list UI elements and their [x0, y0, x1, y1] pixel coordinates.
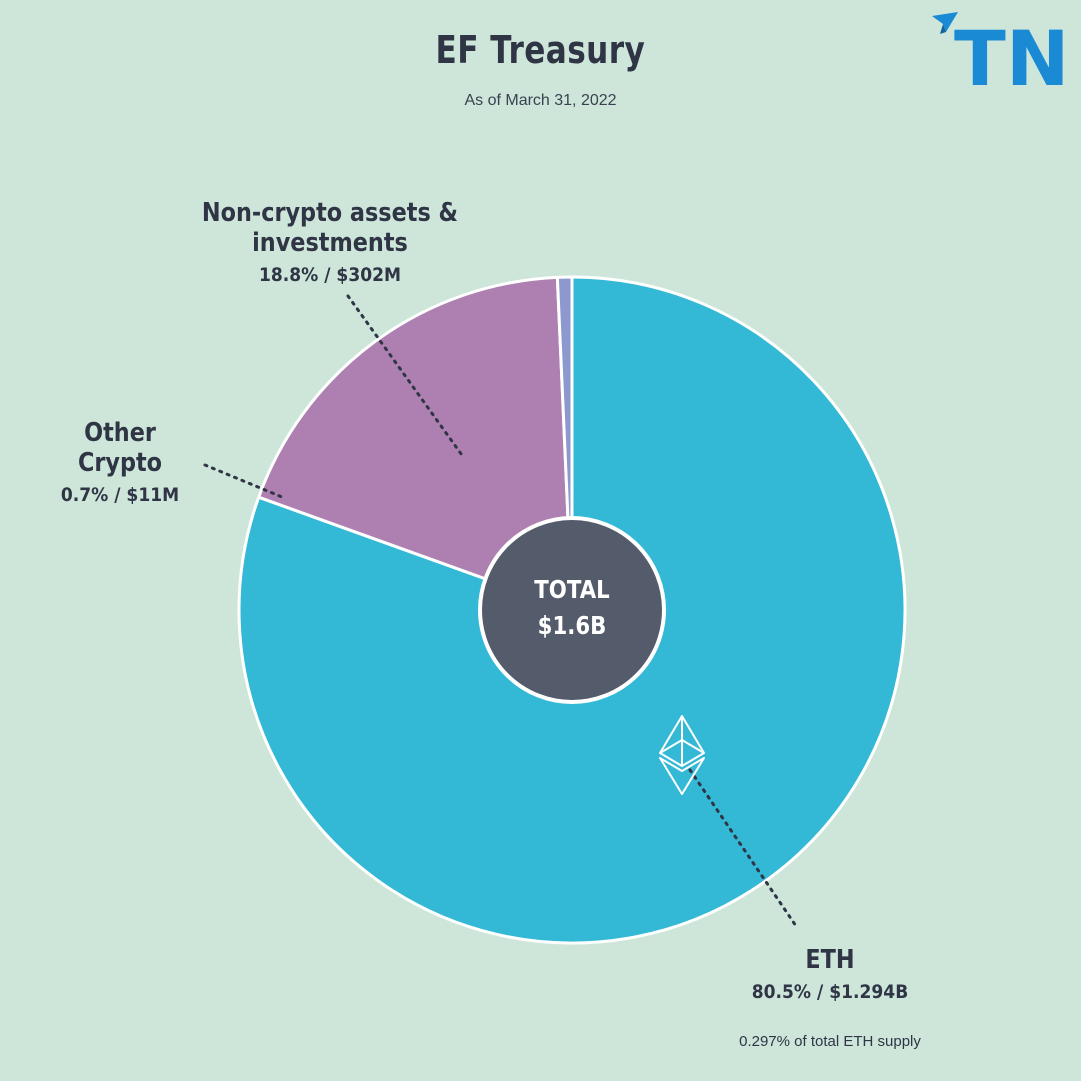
label-eth-name: ETH — [805, 945, 855, 975]
label-other-crypto-value: 0.7% / $11M — [60, 484, 180, 506]
label-non-crypto: Non-crypto assets & investments 18.8% / … — [110, 198, 550, 286]
label-non-crypto-name: Non-crypto assets & investments — [201, 198, 459, 258]
label-eth-value: 80.5% / $1.294B — [751, 981, 909, 1003]
eth-supply-note: 0.297% of total ETH supply — [739, 1033, 921, 1050]
chart-title: EF Treasury — [435, 28, 646, 72]
label-other-crypto-name: Other Crypto — [77, 418, 163, 478]
label-other-crypto: Other Crypto 0.7% / $11M — [30, 418, 210, 506]
leader-other-crypto — [203, 463, 284, 499]
leader-eth — [688, 768, 798, 928]
ethereum-icon — [659, 715, 705, 795]
total-label-line1: TOTAL — [534, 575, 610, 604]
tn-logo: TN — [932, 12, 1065, 90]
logo-text: TN — [954, 14, 1065, 90]
total-label: TOTAL $1.6B — [482, 572, 662, 644]
label-non-crypto-value: 18.8% / $302M — [258, 264, 402, 286]
total-value: $1.6B — [537, 611, 607, 640]
paper-plane-icon — [932, 12, 958, 32]
center-hole — [478, 516, 666, 704]
label-eth: ETH 80.5% / $1.294B — [700, 945, 960, 1003]
leader-non-crypto — [346, 294, 466, 460]
pie-slice-non-crypto-assets-investments — [257, 275, 574, 612]
chart-subtitle: As of March 31, 2022 — [464, 92, 617, 109]
